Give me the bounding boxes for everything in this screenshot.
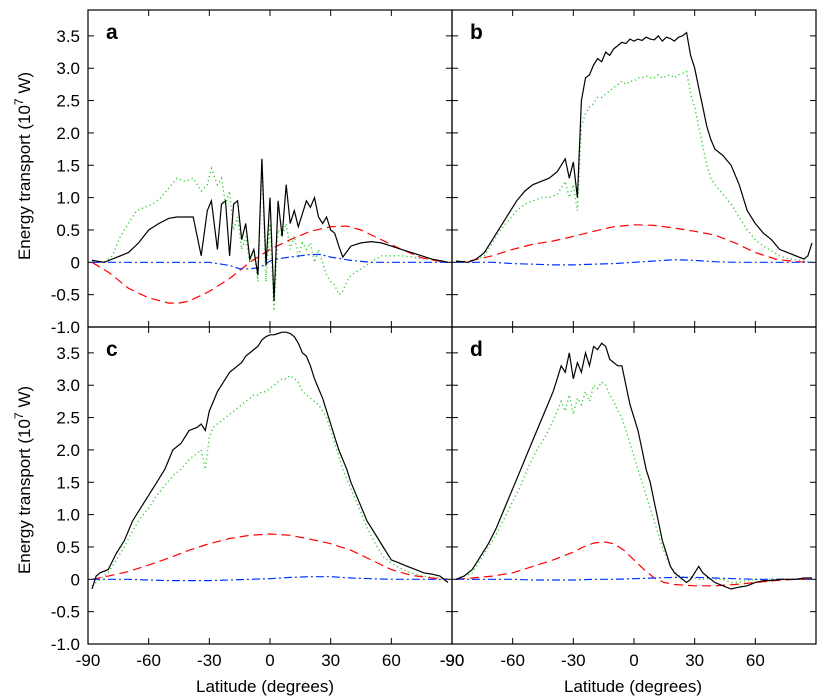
x-tick-label: -30 [197, 651, 222, 670]
series-line-dotted [92, 158, 449, 311]
series-line-dotted [91, 374, 449, 587]
x-tick-label: 0 [629, 651, 638, 670]
y-tick-label: 3.0 [56, 376, 80, 395]
y-tick-label: 3.5 [56, 344, 80, 363]
series-line-dotted [456, 70, 813, 263]
y-tick-label: 3.0 [56, 59, 80, 78]
series-line-dashed [455, 541, 812, 587]
y-tick-label: 0 [71, 253, 80, 272]
panel-c: 3.5 3.0 2.5 2.0 1.5 1.0 0.5 0 -0.5 -1.0 c [51, 326, 453, 654]
series-line-dashed [455, 224, 813, 263]
panel-a: 3.53.02.52.01.51.00.50-0.5-1.0-90 -60 -30 0… [51, 9, 465, 670]
x-tick-label: 30 [685, 651, 704, 670]
y-tick-label: 2.5 [56, 92, 80, 111]
y-tick-label: -0.5 [51, 603, 80, 622]
panel-d: d [451, 326, 817, 645]
y-tick-label: 1.5 [56, 473, 80, 492]
y-tick-label: 2.0 [56, 441, 80, 460]
y-tick-label: 1.0 [56, 189, 80, 208]
panel-label: b [470, 21, 483, 44]
series-line-dashdot [92, 253, 448, 270]
series-line-total [91, 158, 449, 302]
series-line-total [455, 31, 813, 263]
y-tick-label: 2.5 [56, 409, 80, 428]
y-axis-label-top: Energy transport (107 W) [12, 72, 34, 260]
panel-frame [87, 9, 453, 328]
x-tick-label: -90 [76, 651, 101, 670]
panel-frame [451, 9, 817, 328]
x-tick-label: 60 [382, 651, 401, 670]
y-tick-label: 0 [71, 570, 80, 589]
panels: 3.53.02.52.01.51.00.50-0.5-1.0-90 -60 -30 0… [51, 9, 817, 670]
x-tick-label: 30 [321, 651, 340, 670]
x-tick-label: -60 [500, 651, 525, 670]
panel-b: -90 -60 -30 0 30 60 b [440, 9, 817, 670]
series-line-dashed [91, 533, 449, 580]
series-line-total [455, 342, 812, 590]
series-line-total [91, 331, 449, 590]
panel-label: a [106, 21, 118, 44]
panel-frame [87, 326, 453, 645]
series-line-dashdot [456, 259, 812, 266]
y-tick-label: -0.5 [51, 286, 80, 305]
series-line-dotted [455, 380, 812, 584]
series-line-dashed [91, 225, 449, 304]
y-tick-label: 2.0 [56, 124, 80, 143]
y-tick-label: 1.5 [56, 156, 80, 175]
panel-frame [451, 326, 817, 645]
x-tick-label: 0 [265, 651, 274, 670]
x-axis-label-right: Latitude (degrees) [564, 677, 702, 696]
x-tick-label: -30 [561, 651, 586, 670]
y-axis-label-bottom: Energy transport (107 W) [12, 386, 34, 574]
y-tick-label: 0.5 [56, 221, 80, 240]
x-tick-label: -90 [440, 651, 465, 670]
y-tick-label: -1.0 [51, 318, 80, 337]
x-axis-label-left: Latitude (degrees) [196, 677, 334, 696]
x-tick-label: 60 [746, 651, 765, 670]
panel-label: c [106, 338, 118, 361]
y-tick-label: -1.0 [51, 635, 80, 654]
x-tick-label: -60 [136, 651, 161, 670]
panel-label: d [470, 338, 483, 361]
y-tick-label: 0.5 [56, 538, 80, 557]
series-line-dashdot [92, 576, 448, 582]
y-tick-label: 1.0 [56, 506, 80, 525]
x-tick-label: -90 [440, 651, 465, 670]
y-tick-label: 3.5 [56, 27, 80, 46]
series-line-dashdot [456, 576, 812, 581]
